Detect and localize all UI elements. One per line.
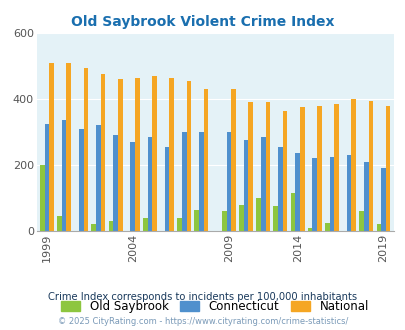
Bar — [299, 107, 304, 231]
Bar — [248, 102, 252, 231]
Bar — [40, 165, 45, 231]
Bar — [282, 111, 287, 231]
Bar — [135, 78, 139, 231]
Bar — [91, 224, 96, 231]
Bar — [239, 205, 243, 231]
Text: © 2025 CityRating.com - https://www.cityrating.com/crime-statistics/: © 2025 CityRating.com - https://www.city… — [58, 317, 347, 326]
Bar — [222, 211, 226, 231]
Bar — [198, 132, 203, 231]
Bar — [256, 198, 260, 231]
Bar — [329, 157, 333, 231]
Bar — [273, 206, 277, 231]
Bar — [277, 147, 282, 231]
Bar — [351, 99, 355, 231]
Bar — [186, 81, 191, 231]
Bar — [363, 162, 368, 231]
Bar — [49, 63, 54, 231]
Bar — [260, 137, 265, 231]
Bar — [358, 211, 363, 231]
Bar — [346, 155, 351, 231]
Bar — [380, 168, 385, 231]
Bar — [324, 223, 329, 231]
Bar — [45, 124, 49, 231]
Bar — [66, 63, 71, 231]
Bar — [181, 132, 186, 231]
Bar — [312, 158, 316, 231]
Bar — [385, 106, 390, 231]
Bar — [333, 104, 338, 231]
Bar — [243, 140, 248, 231]
Bar — [169, 78, 174, 231]
Bar — [375, 224, 380, 231]
Bar — [294, 153, 299, 231]
Bar — [130, 142, 135, 231]
Bar — [231, 89, 235, 231]
Text: Old Saybrook Violent Crime Index: Old Saybrook Violent Crime Index — [71, 15, 334, 29]
Bar — [290, 193, 294, 231]
Bar — [62, 120, 66, 231]
Bar — [147, 137, 152, 231]
Bar — [307, 228, 312, 231]
Bar — [100, 74, 105, 231]
Bar — [143, 218, 147, 231]
Bar — [57, 216, 62, 231]
Bar — [108, 221, 113, 231]
Bar — [316, 106, 321, 231]
Text: Crime Index corresponds to incidents per 100,000 inhabitants: Crime Index corresponds to incidents per… — [48, 292, 357, 302]
Bar — [177, 218, 181, 231]
Bar — [265, 102, 270, 231]
Bar — [117, 79, 122, 231]
Bar — [152, 76, 156, 231]
Legend: Old Saybrook, Connecticut, National: Old Saybrook, Connecticut, National — [61, 300, 368, 313]
Bar — [368, 101, 372, 231]
Bar — [194, 210, 198, 231]
Bar — [113, 135, 117, 231]
Bar — [83, 68, 88, 231]
Bar — [79, 129, 83, 231]
Bar — [226, 132, 231, 231]
Bar — [96, 125, 100, 231]
Bar — [164, 147, 169, 231]
Bar — [203, 89, 208, 231]
